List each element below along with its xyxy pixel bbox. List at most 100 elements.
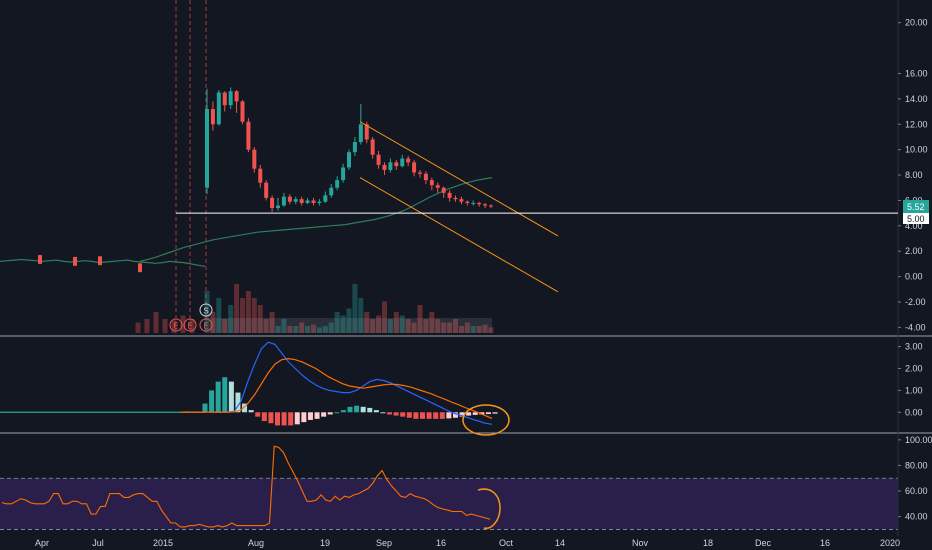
- macd-hist-bar: [373, 410, 379, 413]
- volume-bar: [358, 298, 364, 333]
- macd-hist-bar: [275, 412, 280, 426]
- candle-body: [370, 139, 375, 155]
- macd-hist-bar: [235, 392, 241, 413]
- candle-body: [252, 149, 257, 169]
- level-price-badge-bg: [903, 213, 929, 224]
- candle-body: [435, 185, 440, 188]
- early-candle: [138, 263, 142, 273]
- earnings-marker-label: E: [203, 322, 208, 331]
- macd-highlight-circle[interactable]: [462, 404, 510, 436]
- y-tick-label: 0.00: [905, 272, 923, 282]
- volume-bar: [251, 298, 257, 333]
- volume-bar: [263, 319, 269, 333]
- candle-body: [258, 168, 263, 183]
- rsi-path: [1, 445, 491, 528]
- volume-bar: [435, 319, 441, 333]
- price-panel[interactable]: E E ES: [0, 0, 898, 333]
- x-tick-label: Sep: [376, 538, 392, 548]
- volume-bar: [352, 284, 358, 333]
- volume-bar: [228, 305, 234, 333]
- macd-hist-bar: [209, 390, 215, 413]
- moving-average-line: [139, 177, 493, 262]
- macd-hist-bar: [420, 412, 425, 419]
- candle-body: [299, 199, 304, 203]
- macd-panel[interactable]: [0, 341, 510, 436]
- y-tick-label: 4.00: [905, 221, 923, 231]
- time-scale[interactable]: Apr Jul 2015 Aug 19 Sep 16 Oct 14 Nov 18 Dec 16 2020: [35, 538, 900, 548]
- volume-bar: [488, 327, 494, 333]
- macd-hist-bar: [307, 412, 313, 420]
- candle-body: [287, 196, 292, 202]
- x-tick-label: Dec: [755, 538, 772, 548]
- candle-body: [465, 201, 470, 203]
- rsi-band-fill: [0, 478, 898, 530]
- y-tick-label: 3.00: [905, 342, 923, 352]
- macd-hist-bar: [459, 412, 465, 417]
- early-price-line: [0, 255, 206, 273]
- earnings-marker-circle[interactable]: [169, 318, 183, 332]
- y-tick-label: 2.00: [905, 246, 923, 256]
- volume-ma-area: [210, 318, 492, 333]
- macd-hist-bar: [485, 412, 491, 415]
- volume-bar: [316, 327, 322, 333]
- dividend-marker-circle[interactable]: [199, 303, 213, 317]
- candle-body: [311, 200, 316, 203]
- earnings-marker-label: E: [173, 322, 178, 331]
- candle-body: [388, 162, 393, 170]
- volume-bar: [387, 319, 393, 333]
- channel-lower-line[interactable]: [359, 177, 559, 293]
- candle-body: [216, 92, 221, 125]
- volume-bar: [171, 320, 177, 333]
- macd-hist-bar: [492, 412, 498, 414]
- earnings-marker-label: E: [187, 322, 192, 331]
- channel-upper-line[interactable]: [359, 121, 559, 237]
- earnings-marker-circle[interactable]: [199, 318, 213, 332]
- volume-bar: [376, 315, 382, 333]
- volume-bar: [346, 308, 352, 333]
- macd-hist-bar: [340, 410, 346, 413]
- y-tick-label: 100.00: [905, 435, 932, 445]
- early-price-path: [0, 258, 206, 267]
- macd-hist-bar: [433, 412, 439, 419]
- macd-hist-bar: [367, 407, 373, 413]
- volume-bar: [429, 312, 435, 333]
- macd-hist-bar: [281, 412, 287, 426]
- y-tick-label: 16.00: [905, 68, 928, 78]
- candle-body: [400, 158, 405, 167]
- volume-bar: [180, 315, 186, 333]
- y-tick-label: 20.00: [905, 18, 928, 28]
- volume-bar: [287, 326, 293, 333]
- event-markers[interactable]: E E ES: [169, 303, 213, 332]
- macd-hist-bar: [215, 381, 221, 413]
- earnings-marker-circle[interactable]: [183, 318, 197, 332]
- signal-line: [179, 357, 493, 419]
- downtrend-channel[interactable]: [359, 121, 559, 293]
- macd-hist-bar: [354, 405, 360, 413]
- volume-bar: [382, 301, 387, 333]
- candle-body: [364, 124, 369, 140]
- rsi-highlight-arc[interactable]: [477, 488, 501, 529]
- candle-body: [205, 109, 209, 188]
- x-tick-label: 2015: [153, 538, 173, 548]
- y-tick-label: -4.00: [905, 322, 926, 332]
- candle-body: [376, 154, 381, 165]
- rsi-panel[interactable]: [1, 445, 501, 529]
- macd-hist-bar: [288, 412, 294, 426]
- volume-bar: [305, 326, 311, 333]
- candle-body: [264, 182, 269, 198]
- volume-bar: [405, 319, 411, 333]
- earnings-lines: [175, 0, 207, 330]
- macd-hist-bar: [347, 406, 353, 413]
- volume-bar: [328, 322, 334, 333]
- candle-body: [276, 205, 280, 209]
- candle-body: [352, 142, 357, 153]
- macd-hist-bar: [406, 412, 412, 418]
- volume-bar: [417, 305, 423, 333]
- macd-lines: [179, 341, 493, 425]
- volume-bar: [453, 319, 458, 333]
- y-tick-label: 80.00: [905, 460, 928, 470]
- volume-bar: [293, 326, 299, 333]
- candle-body: [293, 199, 298, 202]
- candle-body: [459, 199, 464, 202]
